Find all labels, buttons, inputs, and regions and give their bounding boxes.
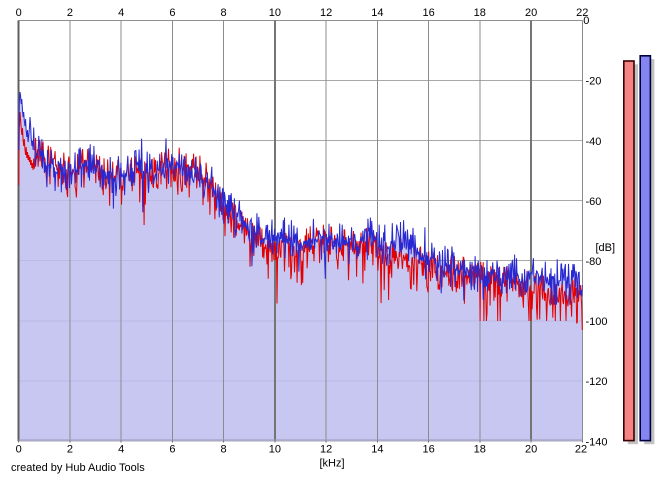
svg-text:8: 8 — [221, 443, 227, 455]
svg-text:14: 14 — [371, 7, 383, 19]
svg-text:0: 0 — [583, 15, 589, 27]
svg-text:10: 10 — [269, 7, 281, 19]
svg-text:6: 6 — [169, 7, 175, 19]
svg-text:16: 16 — [422, 7, 434, 19]
svg-text:[dB]: [dB] — [596, 242, 616, 254]
svg-text:10: 10 — [269, 443, 281, 455]
svg-text:-20: -20 — [586, 76, 602, 88]
svg-text:[kHz]: [kHz] — [319, 458, 344, 470]
svg-text:18: 18 — [474, 7, 486, 19]
svg-text:0: 0 — [16, 443, 22, 455]
svg-text:-80: -80 — [586, 256, 602, 268]
svg-text:20: 20 — [525, 7, 537, 19]
svg-text:-120: -120 — [586, 376, 608, 388]
svg-text:12: 12 — [320, 443, 332, 455]
svg-text:14: 14 — [371, 443, 383, 455]
svg-text:8: 8 — [221, 7, 227, 19]
svg-text:2: 2 — [67, 443, 73, 455]
svg-text:2: 2 — [67, 7, 73, 19]
svg-text:22: 22 — [575, 443, 587, 455]
svg-text:4: 4 — [118, 7, 124, 19]
svg-text:12: 12 — [320, 7, 332, 19]
svg-text:0: 0 — [16, 7, 22, 19]
svg-text:-60: -60 — [586, 196, 602, 208]
svg-text:16: 16 — [422, 443, 434, 455]
svg-text:created by Hub Audio Tools: created by Hub Audio Tools — [11, 462, 145, 474]
svg-text:-100: -100 — [586, 316, 608, 328]
svg-text:-140: -140 — [586, 436, 608, 448]
svg-text:-40: -40 — [586, 136, 602, 148]
svg-text:22: 22 — [576, 7, 588, 19]
svg-text:6: 6 — [169, 443, 175, 455]
svg-text:20: 20 — [525, 443, 537, 455]
svg-text:18: 18 — [474, 443, 486, 455]
svg-text:4: 4 — [118, 443, 124, 455]
